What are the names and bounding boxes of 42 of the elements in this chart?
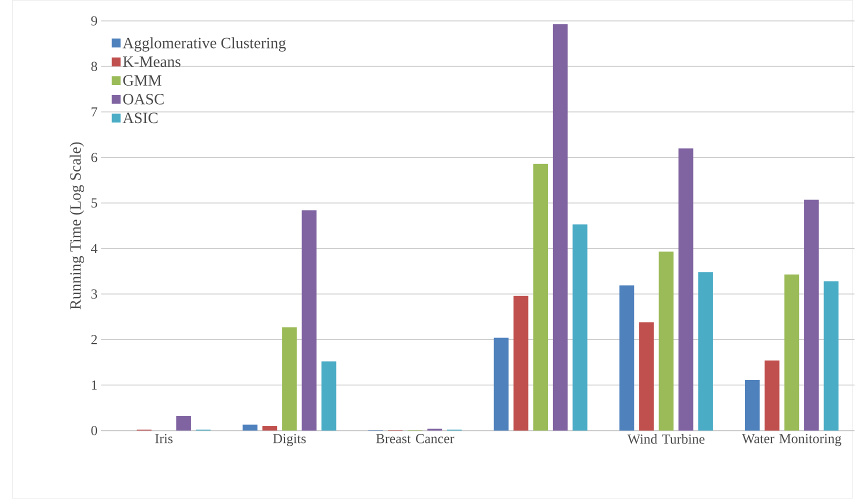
bar [533,164,548,431]
bar [678,148,694,431]
bar [552,24,568,431]
x-tick-label: Breast Cancer [376,434,454,444]
bar [282,327,297,431]
bar [658,252,674,431]
legend-label: Agglomerative Clustering [122,37,286,52]
bar [619,285,634,431]
legend-label: OASC [123,94,164,105]
bar [824,281,839,431]
y-tick-label: 1 [92,380,97,390]
legend-label: GMM [123,75,162,86]
y-tick-label: 0 [91,426,98,436]
legend-label: ASIC [122,112,158,124]
bar [744,380,760,431]
y-tick-label: 2 [91,335,97,344]
bar [764,360,780,431]
x-tick-label: Wind Turbine [627,434,704,444]
y-tick-label: 8 [91,62,98,72]
x-tick-label: Digits [273,434,306,446]
bar [262,426,278,431]
y-tick-label: 6 [91,152,98,162]
bar [784,274,800,431]
y-tick-label: 9 [91,16,98,26]
bar [572,224,588,431]
bar [176,416,191,431]
y-axis-title: Running Time (Log Scale) [70,142,84,310]
bar [639,322,654,431]
bar [494,338,509,431]
y-tick-label: 3 [91,290,98,299]
y-tick-label: 7 [92,108,98,117]
bar [242,424,258,431]
bar [321,362,336,431]
bar [514,296,528,431]
y-tick-label: 4 [91,244,98,254]
x-tick-label: Iris [155,434,173,444]
bar [804,200,819,431]
y-tick-label: 5 [92,198,98,208]
legend-label: K-Means [123,56,180,68]
bar [698,272,713,431]
bar [302,210,317,431]
x-tick-label: Water Monitoring [742,434,842,446]
